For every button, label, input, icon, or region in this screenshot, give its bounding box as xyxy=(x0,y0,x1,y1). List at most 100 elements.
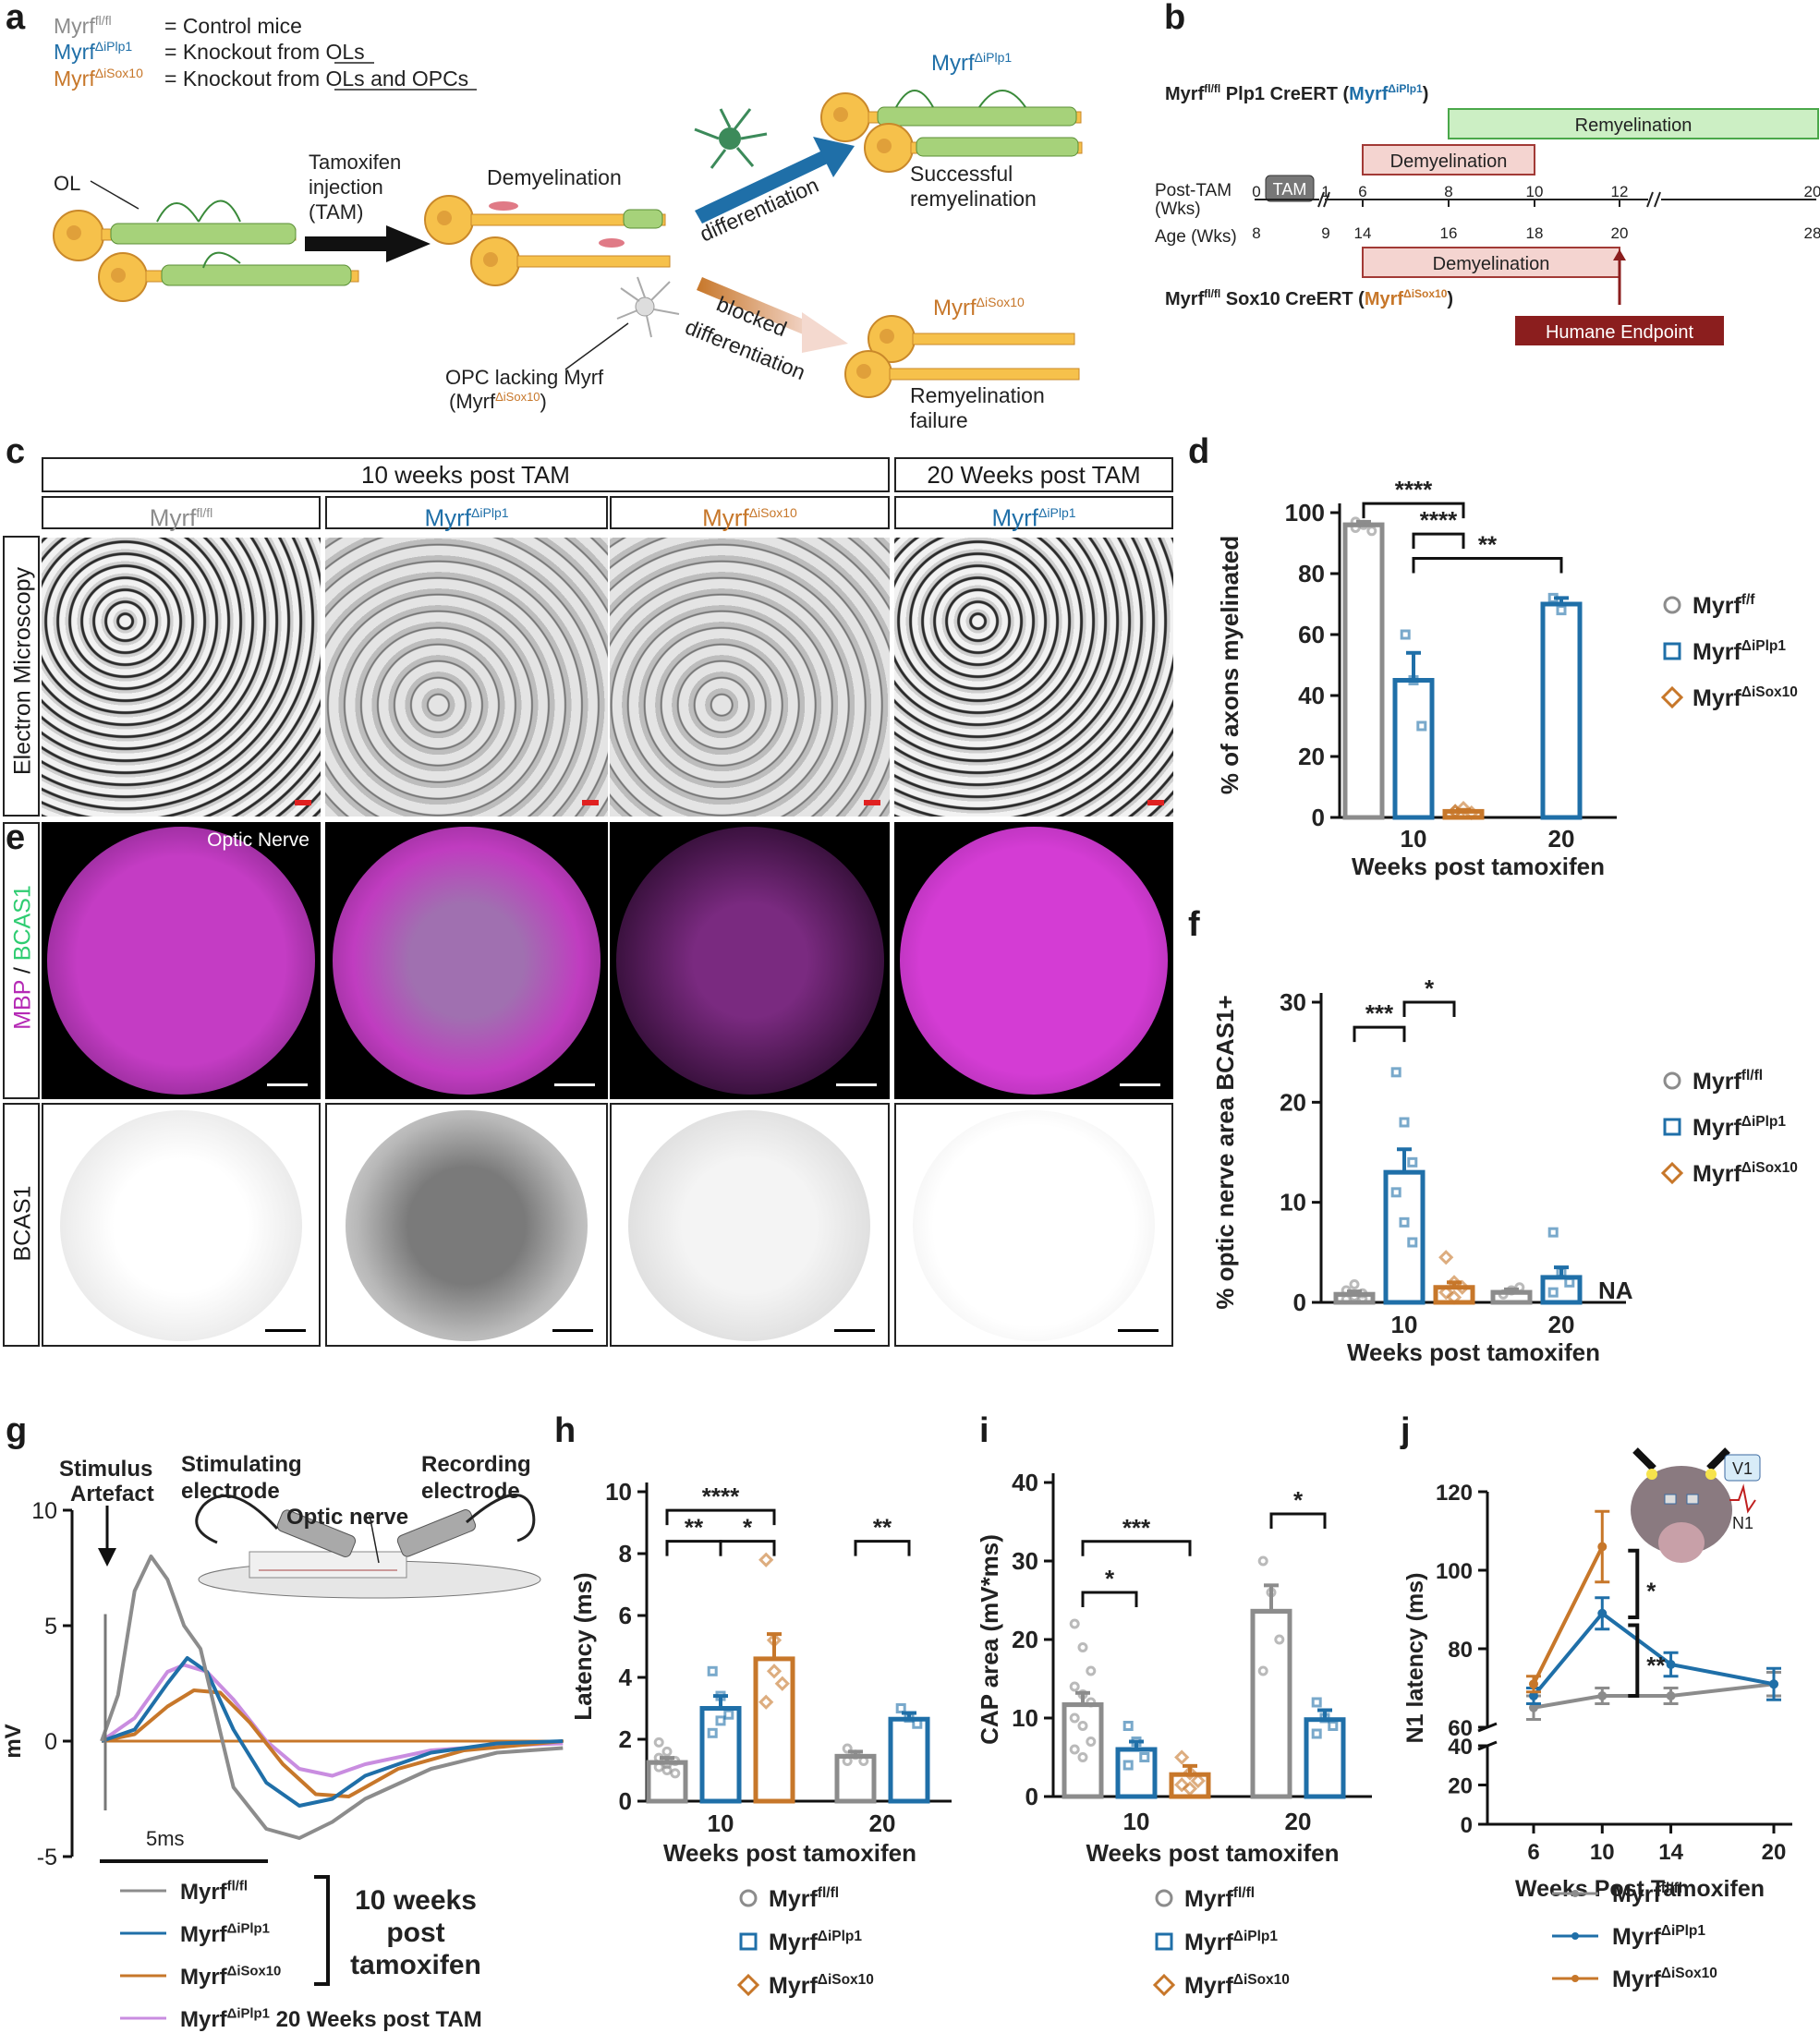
legend-text: Myrffl/fl xyxy=(1693,1068,1763,1095)
data-point xyxy=(1556,605,1567,616)
legend-text: MyrfΔiSox10 xyxy=(1693,684,1798,711)
y-tick-label: 0 xyxy=(619,1787,632,1815)
y-tick-label: 20 xyxy=(1280,1088,1306,1116)
data-point xyxy=(1069,1681,1080,1692)
tamoxifen-line2: injection xyxy=(309,175,383,199)
y-tick-label: 100 xyxy=(1436,1559,1473,1584)
data-point xyxy=(858,1755,869,1766)
y-tick-label: 20 xyxy=(1298,743,1325,770)
y-tick-label: 40 xyxy=(1448,1735,1473,1760)
bottom-genotype: MyrfΔiSox10 xyxy=(933,295,1025,321)
em-row-label-box xyxy=(3,536,40,817)
age-tick-4: 18 xyxy=(1526,224,1544,242)
panel-label-e: e xyxy=(6,818,26,857)
data-point xyxy=(1454,1279,1470,1295)
legend-marker xyxy=(1663,1118,1681,1136)
data-point xyxy=(653,1752,664,1763)
y-tick-label: 30 xyxy=(1280,988,1306,1016)
panel-a-graphic: Myrffl/fl = Control mice MyrfΔiPlp1 = Kn… xyxy=(53,13,1083,432)
tam-box-text: TAM xyxy=(1273,180,1307,199)
data-point xyxy=(1547,1227,1559,1238)
stim-artefact-line1: Stimulus xyxy=(59,1457,152,1482)
significance-label: * xyxy=(743,1514,753,1542)
legend-marker xyxy=(1660,1161,1684,1185)
demyelination-bar-top xyxy=(1362,144,1535,175)
em-row-label: Electron Microscopy xyxy=(9,566,36,776)
if-row-label-box xyxy=(3,822,40,1099)
data-point xyxy=(715,1715,726,1726)
legend-text: MyrfΔiPlp1 xyxy=(180,1921,270,1947)
bar-outline xyxy=(1062,1702,1104,1799)
data-point xyxy=(1463,805,1479,821)
panel-label-b: b xyxy=(1164,0,1186,37)
success-line1: Successful xyxy=(910,162,1013,186)
data-point xyxy=(1556,1267,1567,1277)
y-tick-label: 0 xyxy=(1312,804,1325,831)
y-tick-label: 8 xyxy=(619,1540,632,1567)
y-tick-label: 5 xyxy=(44,1614,57,1640)
x-tick-label: 20 xyxy=(1548,825,1575,853)
data-point xyxy=(1514,1282,1525,1293)
data-point xyxy=(1390,1067,1401,1078)
significance-label: * xyxy=(1105,1565,1115,1592)
opc-line2: (Myrf(MyrfΔiSox10) xyxy=(449,390,547,413)
legend-marker xyxy=(1660,685,1684,709)
post-tick-1: 1 xyxy=(1321,183,1329,200)
data-point xyxy=(1438,1250,1454,1265)
data-point xyxy=(1257,1555,1268,1567)
post-tick-5: 12 xyxy=(1611,183,1629,200)
x-tick-label: 6 xyxy=(1527,1840,1539,1865)
data-point xyxy=(1086,1737,1097,1747)
post-tick-2: 6 xyxy=(1358,183,1366,200)
legend-dot xyxy=(1571,1932,1579,1940)
significance-label: **** xyxy=(1420,506,1458,534)
x-axis-label: Weeks post tamoxifen xyxy=(1352,853,1605,880)
legend-text: Myrffl/fl xyxy=(1612,1881,1682,1907)
age-label: Age (Wks) xyxy=(1155,227,1237,247)
success-line2: remyelination xyxy=(910,187,1037,211)
tamoxifen-line1: Tamoxifen xyxy=(309,151,401,174)
bcas1-image-control xyxy=(42,1103,321,1347)
panel-label-d: d xyxy=(1188,432,1210,471)
remyelination-bar xyxy=(1448,108,1819,139)
data-point xyxy=(1174,1749,1190,1765)
data-point xyxy=(1182,1765,1198,1781)
chart-f: 0 10 20 30 % optic nerve area BCAS1+ Weeks po… xyxy=(1211,974,1798,1366)
significance-label: * xyxy=(1646,1577,1656,1604)
blocked-arrow xyxy=(697,277,848,353)
data-point xyxy=(1357,1288,1368,1299)
significance-bracket xyxy=(1362,502,1465,519)
data-point xyxy=(1174,1777,1190,1793)
significance-label: *** xyxy=(1122,1514,1151,1542)
y-tick-label: 0 xyxy=(1025,1783,1038,1810)
significance-label: * xyxy=(1293,1486,1304,1514)
y-axis-label: mV xyxy=(1,1724,26,1758)
legend-text: MyrfΔiSox10 xyxy=(1693,1160,1798,1187)
post-tick-4: 10 xyxy=(1526,183,1544,200)
post-tick-3: 8 xyxy=(1444,183,1452,200)
series-line xyxy=(1533,1682,1775,1710)
na-annotation: NA xyxy=(1598,1277,1633,1304)
data-point xyxy=(1399,1216,1410,1228)
data-point xyxy=(774,1676,790,1691)
legend-text: Myrffl/fl xyxy=(180,1879,248,1905)
significance-bracket xyxy=(1081,1591,1138,1607)
post-tick-6: 20 xyxy=(1804,183,1820,200)
data-point xyxy=(707,1665,718,1676)
x-axis-label: Weeks post tamoxifen xyxy=(663,1839,916,1867)
data-point xyxy=(912,1718,923,1729)
x-tick-label: 20 xyxy=(1548,1311,1575,1338)
data-point xyxy=(842,1755,853,1766)
significance-bracket xyxy=(665,1508,776,1526)
data-point xyxy=(1390,1187,1401,1198)
data-point xyxy=(1086,1665,1097,1676)
demyelination-bar-bottom xyxy=(1362,247,1620,278)
legend-marker xyxy=(1663,1071,1681,1090)
significance-bracket xyxy=(1081,1540,1192,1556)
data-point xyxy=(1769,1679,1778,1689)
significance-bracket xyxy=(854,1540,911,1556)
if-image-control: Optic Nerve xyxy=(42,822,321,1099)
y-tick-label: 0 xyxy=(44,1729,57,1755)
demyelination-top-text: Demyelination xyxy=(1390,151,1508,172)
